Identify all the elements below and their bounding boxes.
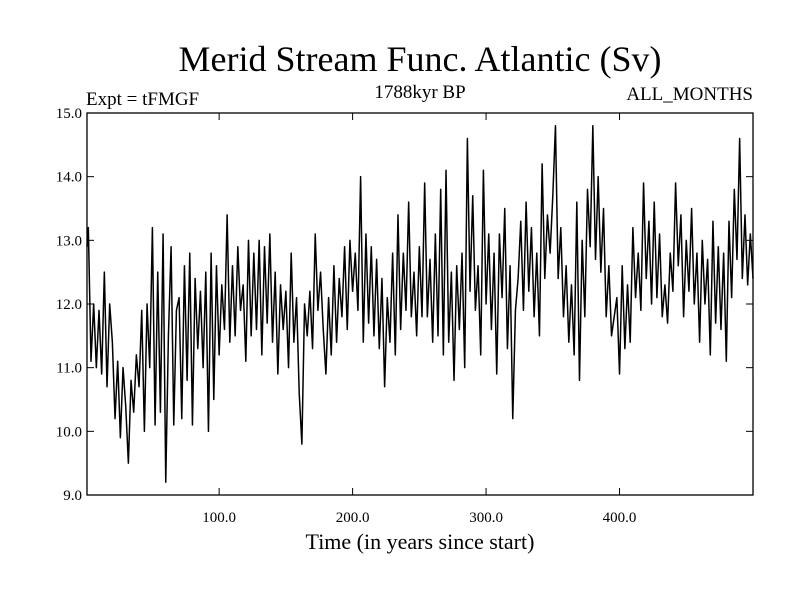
x-axis-label: Time (in years since start): [306, 529, 535, 554]
plot-frame: [86, 112, 754, 496]
period-label: 1788kyr BP: [374, 82, 465, 103]
series-line: [86, 124, 754, 484]
experiment-label: Expt = tFMGF: [86, 89, 199, 110]
y-tick-label: 10.0: [56, 424, 82, 440]
months-label: ALL_MONTHS: [626, 84, 753, 105]
x-tick-label: 100.0: [202, 510, 236, 526]
series-layer: [86, 124, 754, 484]
y-tick-label: 11.0: [56, 361, 82, 377]
y-tick-label: 14.0: [56, 170, 82, 186]
y-tick-label: 13.0: [56, 233, 82, 249]
x-tick-label: 300.0: [469, 510, 503, 526]
y-tick-label: 9.0: [63, 488, 82, 504]
y-tick-label: 12.0: [56, 297, 82, 313]
chart-title: Merid Stream Func. Atlantic (Sv): [179, 39, 662, 79]
ticks-layer: 9.0 10.0 11.0 12.0 13.0 14.0 15.0 100.0 200.0 300…: [56, 106, 753, 526]
x-tick-label: 400.0: [603, 510, 637, 526]
y-tick-label: 15.0: [56, 106, 82, 122]
x-tick-label: 200.0: [336, 510, 370, 526]
